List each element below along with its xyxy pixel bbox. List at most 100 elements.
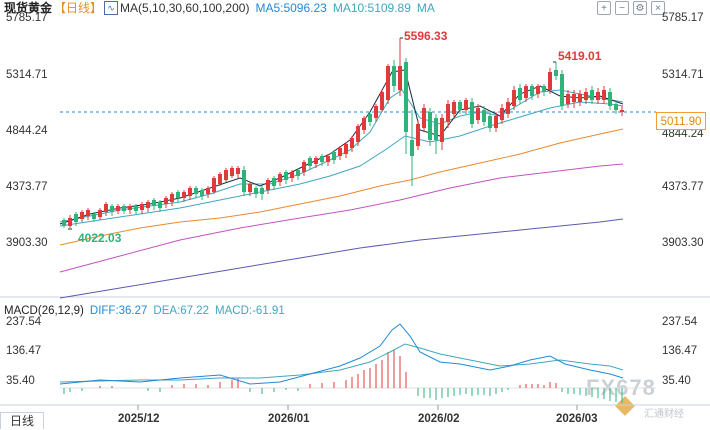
candle[interactable] bbox=[440, 114, 444, 150]
minimize-icon[interactable]: − bbox=[615, 1, 629, 15]
candle[interactable] bbox=[62, 218, 66, 228]
candle[interactable] bbox=[596, 88, 600, 104]
candle[interactable] bbox=[272, 176, 276, 190]
candle[interactable] bbox=[374, 104, 378, 122]
indicator-settings-icon[interactable]: ∿ bbox=[104, 1, 119, 15]
candle[interactable] bbox=[518, 84, 522, 104]
candle[interactable] bbox=[416, 120, 420, 150]
candle[interactable] bbox=[476, 104, 480, 124]
candle[interactable] bbox=[104, 202, 108, 216]
candle[interactable] bbox=[218, 172, 222, 186]
candle[interactable] bbox=[188, 186, 192, 200]
candle[interactable] bbox=[548, 68, 552, 94]
candle[interactable] bbox=[326, 154, 330, 166]
candle[interactable] bbox=[404, 58, 408, 154]
candle[interactable] bbox=[146, 200, 150, 212]
candle[interactable] bbox=[194, 186, 198, 198]
candle[interactable] bbox=[458, 100, 462, 114]
candle[interactable] bbox=[236, 166, 240, 178]
candle[interactable] bbox=[422, 104, 426, 132]
candle[interactable] bbox=[110, 204, 114, 216]
candle[interactable] bbox=[620, 106, 624, 116]
candle[interactable] bbox=[152, 198, 156, 210]
candle[interactable] bbox=[212, 176, 216, 194]
candle[interactable] bbox=[260, 186, 264, 200]
candle[interactable] bbox=[320, 154, 324, 166]
add-indicator-icon[interactable]: + bbox=[597, 1, 611, 15]
candle[interactable] bbox=[386, 64, 390, 104]
candle[interactable] bbox=[542, 84, 546, 96]
candle[interactable] bbox=[590, 86, 594, 104]
candle[interactable] bbox=[230, 166, 234, 178]
candle[interactable] bbox=[68, 215, 72, 228]
candle[interactable] bbox=[584, 88, 588, 104]
candle[interactable] bbox=[290, 170, 294, 182]
candle[interactable] bbox=[560, 70, 564, 110]
candle[interactable] bbox=[398, 38, 402, 96]
candle[interactable] bbox=[200, 188, 204, 200]
candle[interactable] bbox=[128, 204, 132, 214]
candle[interactable] bbox=[170, 192, 174, 206]
candle[interactable] bbox=[500, 104, 504, 124]
candle[interactable] bbox=[134, 204, 138, 214]
candle[interactable] bbox=[140, 202, 144, 214]
candle[interactable] bbox=[80, 210, 84, 222]
close-icon[interactable]: × bbox=[651, 1, 665, 15]
candle[interactable] bbox=[338, 146, 342, 160]
candle[interactable] bbox=[248, 182, 252, 196]
candle[interactable] bbox=[254, 186, 258, 198]
candle[interactable] bbox=[446, 100, 450, 128]
candle[interactable] bbox=[566, 90, 570, 108]
candle[interactable] bbox=[494, 112, 498, 132]
candle[interactable] bbox=[122, 204, 126, 214]
candle[interactable] bbox=[452, 100, 456, 118]
candle[interactable] bbox=[242, 166, 246, 196]
candle[interactable] bbox=[524, 84, 528, 102]
candle[interactable] bbox=[506, 98, 510, 118]
candle[interactable] bbox=[392, 60, 396, 92]
candle[interactable] bbox=[578, 90, 582, 106]
candle[interactable] bbox=[344, 142, 348, 158]
candle[interactable] bbox=[176, 190, 180, 202]
candle[interactable] bbox=[224, 168, 228, 182]
candle[interactable] bbox=[116, 204, 120, 214]
candle[interactable] bbox=[464, 98, 468, 114]
candle[interactable] bbox=[530, 84, 534, 100]
candle[interactable] bbox=[410, 110, 414, 186]
candle[interactable] bbox=[356, 124, 360, 146]
candle[interactable] bbox=[206, 186, 210, 198]
candle[interactable] bbox=[368, 112, 372, 126]
candle[interactable] bbox=[380, 90, 384, 112]
candle[interactable] bbox=[482, 106, 486, 126]
candle[interactable] bbox=[284, 170, 288, 184]
candle[interactable] bbox=[98, 208, 102, 220]
candle[interactable] bbox=[308, 156, 312, 170]
candle[interactable] bbox=[488, 112, 492, 132]
candle[interactable] bbox=[266, 178, 270, 194]
candle[interactable] bbox=[512, 86, 516, 110]
period-tab-daily[interactable]: 日线 bbox=[0, 412, 44, 429]
candle[interactable] bbox=[608, 88, 612, 110]
candle[interactable] bbox=[614, 100, 618, 114]
candle[interactable] bbox=[536, 84, 540, 98]
candle[interactable] bbox=[158, 200, 162, 212]
candle[interactable] bbox=[314, 156, 318, 168]
candle[interactable] bbox=[350, 136, 354, 152]
candle[interactable] bbox=[362, 116, 366, 134]
candle[interactable] bbox=[554, 62, 558, 80]
candle[interactable] bbox=[602, 86, 606, 104]
candle[interactable] bbox=[92, 212, 96, 222]
candle[interactable] bbox=[182, 190, 186, 202]
candle[interactable] bbox=[470, 98, 474, 128]
period-selector[interactable]: 【日线】 bbox=[54, 1, 103, 15]
candle[interactable] bbox=[572, 90, 576, 108]
settings-icon[interactable]: ⚙ bbox=[633, 1, 647, 15]
candle[interactable] bbox=[74, 212, 78, 226]
candle[interactable] bbox=[434, 114, 438, 154]
candle[interactable] bbox=[164, 196, 168, 208]
candle[interactable] bbox=[296, 168, 300, 180]
candle[interactable] bbox=[428, 108, 432, 146]
candle[interactable] bbox=[278, 172, 282, 186]
candle[interactable] bbox=[332, 150, 336, 164]
